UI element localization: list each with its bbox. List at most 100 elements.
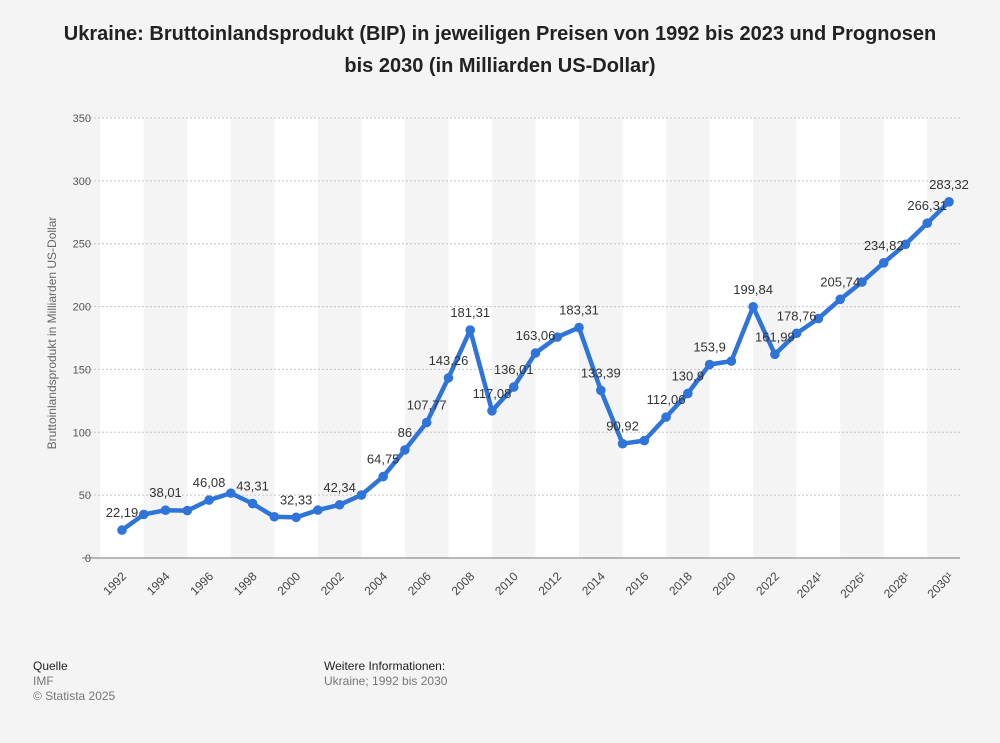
info-heading: Weitere Informationen: bbox=[324, 659, 446, 673]
plot-band bbox=[883, 118, 928, 558]
data-point bbox=[204, 495, 214, 505]
data-point bbox=[595, 385, 606, 396]
info-block: Weitere Informationen: Ukraine; 1992 bis… bbox=[324, 659, 447, 689]
plot-band bbox=[100, 118, 144, 558]
x-tick-label: 2002 bbox=[318, 569, 347, 598]
data-point bbox=[639, 435, 650, 446]
x-tick-label: 2022 bbox=[753, 569, 782, 598]
data-point bbox=[334, 499, 345, 510]
data-label: 130,9 bbox=[672, 368, 705, 383]
y-tick-label: 100 bbox=[73, 427, 91, 439]
data-point bbox=[160, 505, 171, 516]
data-point bbox=[421, 417, 432, 428]
data-point bbox=[835, 294, 845, 305]
y-tick-label: 350 bbox=[73, 113, 91, 125]
data-point bbox=[291, 512, 301, 523]
x-tick-label: 1996 bbox=[187, 569, 216, 598]
data-point bbox=[857, 277, 867, 287]
plot-band bbox=[187, 118, 231, 558]
x-tick-label: 2018 bbox=[666, 569, 695, 598]
x-tick-label: 2014 bbox=[579, 569, 608, 598]
data-label: 199,84 bbox=[733, 282, 773, 297]
data-point bbox=[269, 511, 280, 522]
data-point bbox=[922, 218, 933, 229]
data-label: 234,82 bbox=[864, 238, 904, 253]
data-point bbox=[356, 490, 367, 500]
x-tick-label: 2000 bbox=[274, 569, 303, 598]
x-tick-label: 2008 bbox=[449, 569, 478, 598]
data-label: 43,31 bbox=[236, 479, 269, 494]
info-value: Ukraine; 1992 bis 2030 bbox=[324, 674, 448, 688]
source-value: IMF bbox=[33, 674, 54, 688]
data-point bbox=[552, 332, 563, 342]
data-label: 183,31 bbox=[559, 303, 599, 318]
data-label: 133,39 bbox=[581, 365, 621, 380]
y-tick-label: 150 bbox=[73, 364, 91, 376]
data-point bbox=[138, 509, 149, 520]
data-label: 90,92 bbox=[606, 419, 639, 434]
data-point bbox=[704, 359, 715, 370]
data-point bbox=[813, 313, 824, 324]
chart-title: Ukraine: Bruttoinlandsprodukt (BIP) in j… bbox=[63, 23, 937, 77]
data-label: 161,99 bbox=[755, 329, 795, 344]
data-point bbox=[247, 498, 258, 509]
y-tick-label: 300 bbox=[73, 176, 91, 188]
data-point bbox=[508, 382, 519, 392]
data-point bbox=[574, 322, 584, 333]
data-label: 64,75 bbox=[367, 452, 400, 467]
data-label: 153,9 bbox=[693, 340, 726, 355]
copyright: © Statista 2025 bbox=[33, 689, 116, 703]
y-tick-label: 0 bbox=[85, 553, 91, 565]
y-tick-label: 200 bbox=[73, 302, 91, 314]
gdp-line-chart: 0 50 100 150 200 250 300 350 Bruttoinlandsproduk… bbox=[45, 113, 969, 601]
data-point bbox=[443, 373, 454, 383]
data-point bbox=[683, 388, 693, 399]
data-point bbox=[182, 505, 193, 516]
data-point bbox=[117, 525, 127, 535]
data-label: 117,08 bbox=[473, 386, 512, 401]
x-tick-label: 2028¹ bbox=[881, 569, 913, 601]
data-label: 86 bbox=[398, 425, 412, 440]
data-label: 143,26 bbox=[429, 353, 469, 368]
data-point bbox=[530, 348, 541, 358]
x-tick-label: 2020 bbox=[710, 569, 739, 598]
data-label: 266,31 bbox=[907, 198, 947, 213]
data-label: 38,01 bbox=[149, 485, 182, 500]
data-point bbox=[465, 325, 476, 335]
data-label: 136,01 bbox=[494, 362, 534, 377]
data-label: 205,74 bbox=[820, 274, 860, 289]
data-label: 46,08 bbox=[193, 475, 226, 490]
x-tick-label: 2024¹ bbox=[794, 569, 826, 601]
data-label: 112,06 bbox=[647, 392, 686, 407]
plot-band bbox=[361, 118, 405, 558]
plot-band bbox=[622, 118, 667, 558]
y-tick-label: 250 bbox=[73, 239, 91, 251]
data-point bbox=[661, 412, 671, 422]
data-point bbox=[748, 301, 758, 312]
x-tick-label: 2016 bbox=[623, 569, 652, 598]
source-heading: Quelle bbox=[33, 659, 68, 673]
x-tick-label: 2006 bbox=[405, 569, 434, 598]
x-tick-label: 1992 bbox=[100, 569, 129, 598]
data-point bbox=[487, 406, 497, 416]
plot-band bbox=[274, 118, 318, 558]
x-tick-label: 2010 bbox=[492, 569, 521, 598]
data-point bbox=[313, 505, 323, 515]
data-point bbox=[900, 239, 911, 250]
data-point bbox=[400, 445, 410, 455]
source-block: Quelle IMF © Statista 2025 bbox=[33, 659, 115, 704]
x-tick-label: 2012 bbox=[536, 569, 565, 598]
data-label: 32,33 bbox=[280, 492, 313, 507]
plot-band bbox=[709, 118, 754, 558]
data-label: 22,19 bbox=[106, 505, 139, 520]
data-label: 163,06 bbox=[516, 328, 556, 343]
data-label: 283,32 bbox=[929, 177, 969, 192]
data-point bbox=[617, 438, 628, 449]
data-point bbox=[378, 471, 388, 482]
x-tick-label: 2004 bbox=[361, 569, 390, 598]
data-point bbox=[770, 349, 780, 360]
y-axis-title: Bruttoinlandsprodukt in Milliarden US-Do… bbox=[45, 217, 59, 450]
data-label: 181,31 bbox=[450, 305, 490, 320]
data-point bbox=[726, 356, 737, 366]
data-point bbox=[878, 257, 889, 268]
